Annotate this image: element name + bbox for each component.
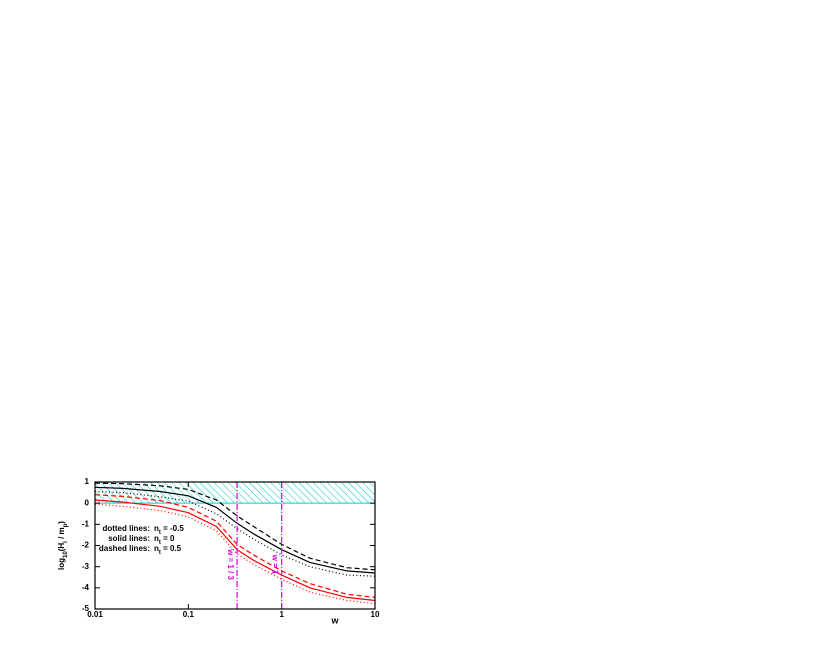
curve: [94, 482, 376, 571]
curve: [94, 503, 376, 605]
y-tick-label: 1: [85, 477, 90, 486]
y-tick-label: -4: [82, 583, 90, 592]
legend-param-part: t: [159, 530, 161, 536]
legend-param-part: = -0.5: [161, 524, 184, 533]
y-axis-label-part: / m: [57, 527, 66, 541]
y-tick-label: -5: [82, 604, 90, 613]
y-tick-label: 0: [85, 498, 90, 507]
y-tick-label: -1: [82, 519, 90, 528]
legend-param: nt = -0.5: [154, 524, 184, 535]
legend-param: nt = 0.5: [154, 544, 182, 555]
legend-param-part: n: [154, 544, 159, 553]
x-tick-label: 0.1: [183, 610, 195, 619]
curve: [94, 494, 376, 598]
legend-param: nt = 0: [154, 534, 175, 545]
shaded-band: [95, 482, 375, 504]
y-tick-label: -3: [82, 562, 90, 571]
y-axis-label-part: ): [57, 521, 66, 524]
legend-label: dotted lines:: [102, 524, 150, 533]
y-axis-label-part: 10: [63, 551, 69, 558]
y-tick-label: -2: [82, 541, 90, 550]
legend-label: solid lines:: [108, 534, 150, 543]
x-tick-label: 0.01: [87, 610, 103, 619]
y-axis-label-part: (H: [57, 543, 66, 552]
x-tick-label: 1: [279, 610, 284, 619]
curve: [94, 490, 376, 577]
x-axis-label: w: [330, 615, 339, 625]
legend-label: dashed lines:: [99, 544, 150, 553]
reference-label: w = 1: [271, 554, 280, 575]
x-tick-label: 10: [371, 610, 380, 619]
legend-param-part: n: [154, 524, 159, 533]
legend-param-part: t: [159, 550, 161, 556]
legend-param-part: t: [159, 540, 161, 546]
y-axis-label: log10(Hi / mp): [57, 521, 68, 570]
legend-param-part: n: [154, 534, 159, 543]
plot-frame: [94, 481, 376, 610]
reference-label: w = 1 / 3: [226, 548, 235, 580]
y-axis-label-part: log: [57, 558, 66, 570]
legend-param-part: = 0: [161, 534, 175, 543]
legend-param-part: = 0.5: [161, 544, 182, 553]
y-axis-label-part: p: [63, 523, 69, 527]
y-axis-label-part: i: [63, 541, 69, 543]
